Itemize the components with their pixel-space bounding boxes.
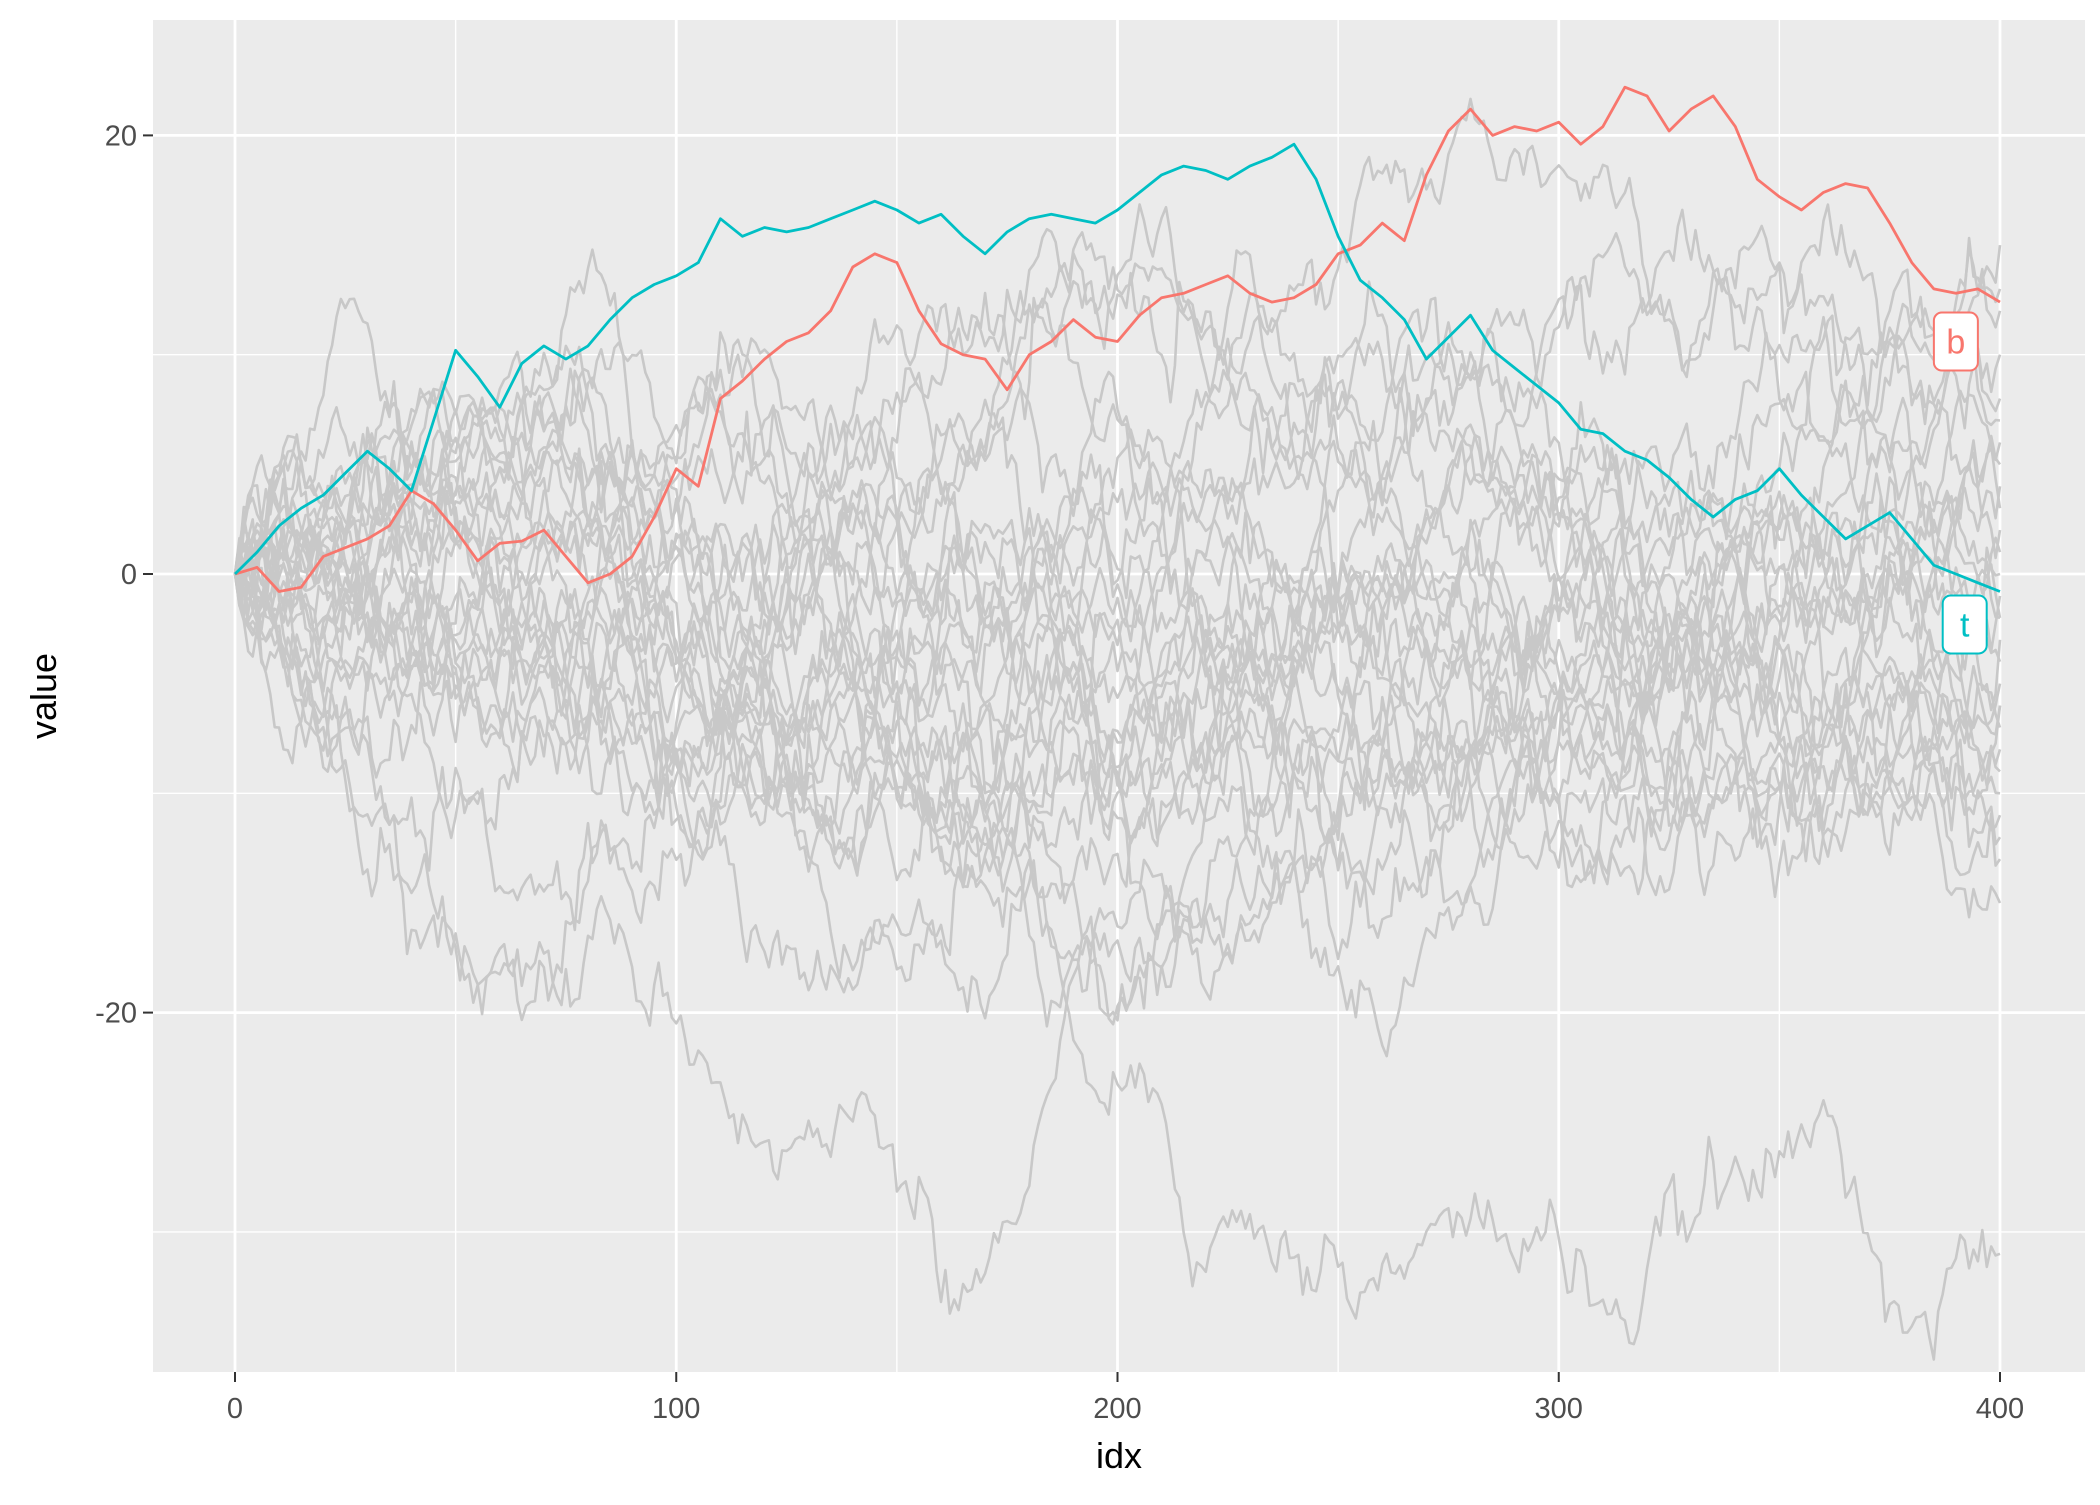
background-series-line (233, 331, 2002, 779)
background-series-line (233, 505, 2001, 1022)
background-series-line (233, 370, 2002, 897)
series-line-b (234, 85, 2001, 593)
x-tick-label: 400 (1976, 1393, 2024, 1425)
series-label-text: t (1960, 606, 1970, 644)
series-label-text: b (1946, 324, 1965, 362)
background-series-line (233, 97, 2002, 748)
background-series-line (233, 448, 2001, 1361)
background-series-line (233, 460, 2001, 1028)
y-axis: -20 0 20 (95, 120, 153, 1030)
y-tick-label: -20 (95, 998, 137, 1030)
series-line-t (234, 142, 2001, 593)
background-series-line (234, 458, 2002, 1022)
x-tick-label: 100 (652, 1393, 700, 1425)
series-label-b: b (1932, 311, 1979, 372)
background-series-line (234, 535, 2002, 896)
x-tick-label: 300 (1535, 1393, 1583, 1425)
y-tick-label: 20 (105, 120, 137, 152)
background-series-line (233, 208, 2002, 712)
background-series-line (233, 326, 2002, 1058)
y-tick-label: 0 (121, 559, 137, 591)
background-series-line (233, 271, 2002, 858)
series-label-box (1941, 594, 1988, 655)
background-series-line (233, 350, 2002, 919)
background-series-line (233, 383, 2002, 932)
background-series-line (233, 203, 2001, 681)
series-label-group: bt (1932, 311, 1988, 655)
background-series-line (233, 565, 2001, 993)
background-series-group (233, 97, 2002, 1361)
background-series-line (233, 227, 2002, 609)
series-label-t: t (1941, 594, 1988, 655)
y-axis-title: value (23, 653, 64, 739)
background-series-line (233, 297, 2002, 866)
highlighted-series-group (234, 85, 2001, 593)
x-axis-title: idx (1096, 1435, 1142, 1476)
x-tick-label: 200 (1093, 1393, 1141, 1425)
background-series-line (233, 423, 2002, 834)
x-axis: 0 100 200 300 400 (227, 1372, 2024, 1425)
x-tick-label: 0 (227, 1393, 243, 1425)
series-label-box (1932, 311, 1979, 372)
